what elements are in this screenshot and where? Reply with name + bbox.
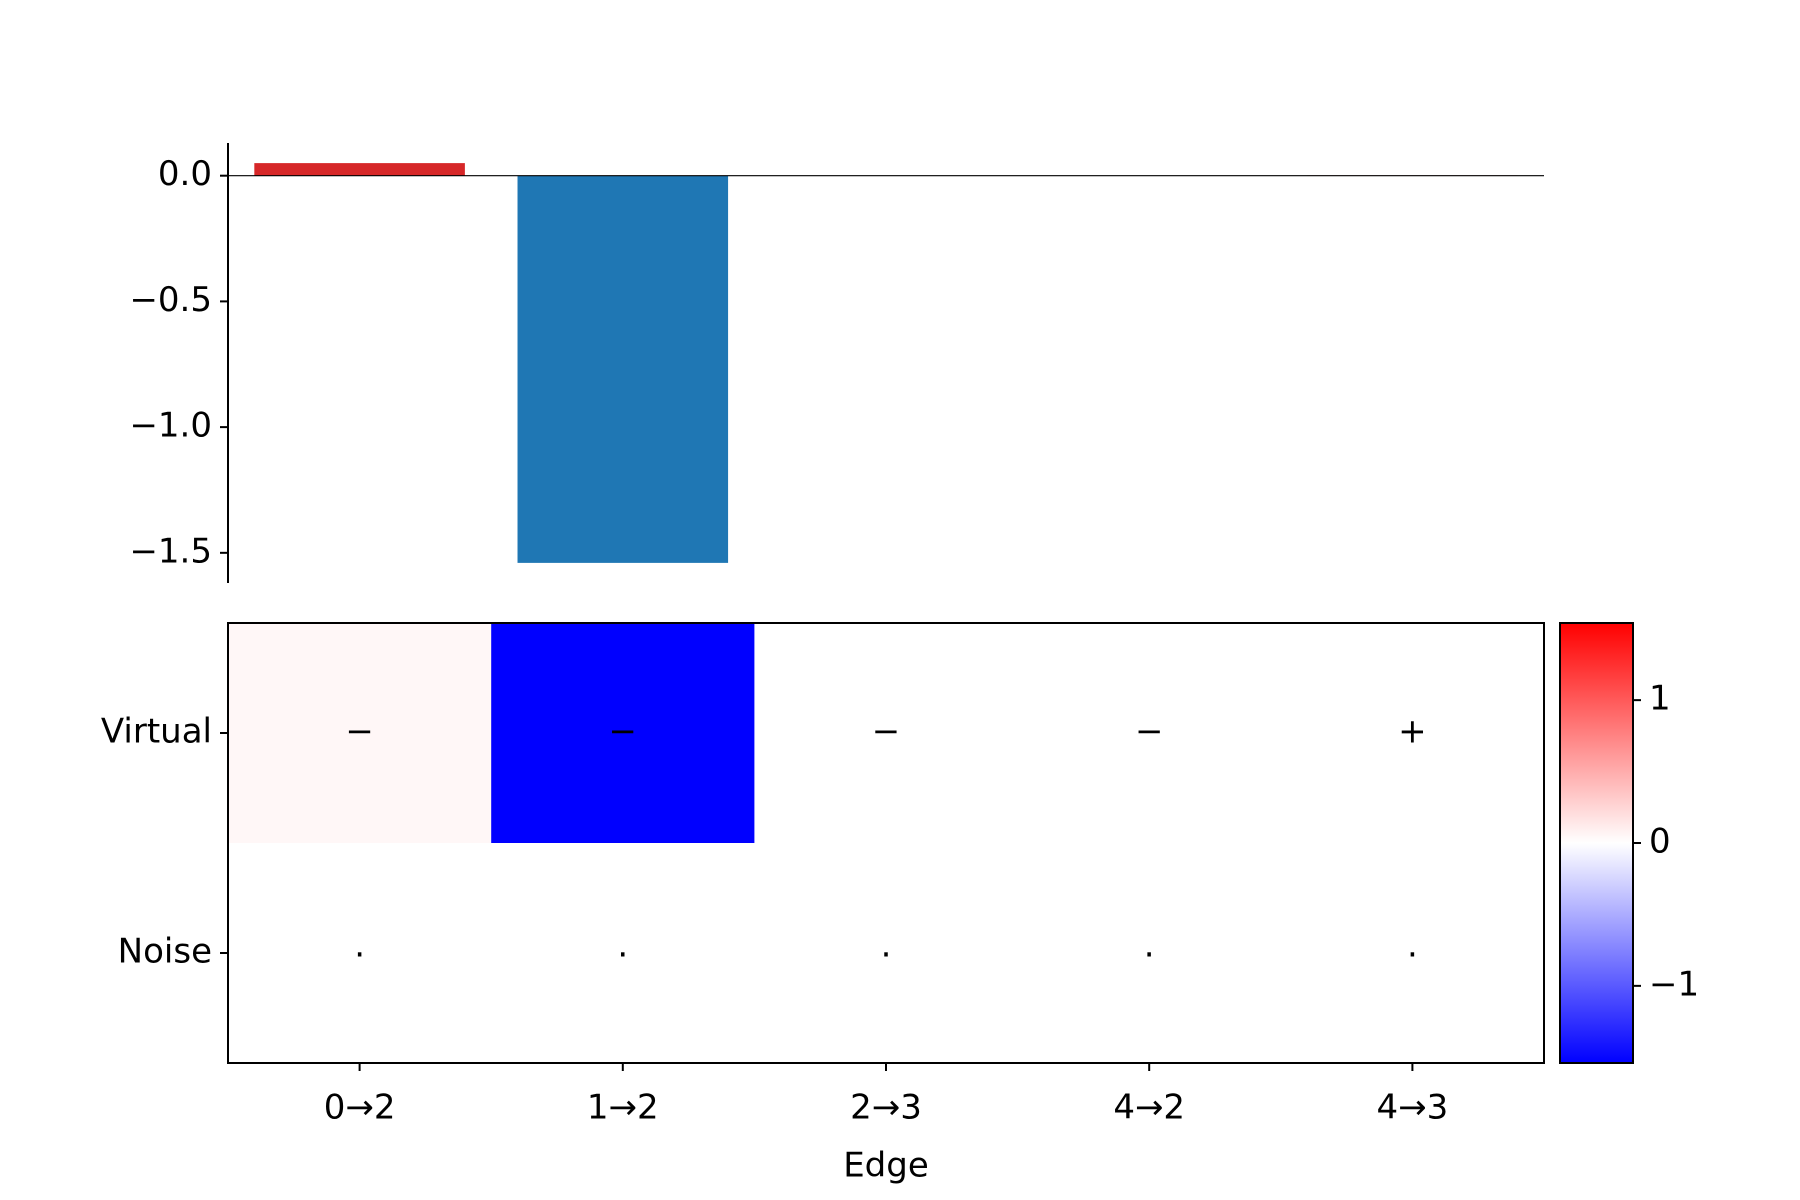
y-tick-label: −1.5 <box>129 531 212 571</box>
colorbar-tick-label: 1 <box>1649 679 1671 719</box>
y-tick-label: 0.0 <box>158 154 212 194</box>
cell-annotation: . <box>1407 926 1418 966</box>
cell-annotation: − <box>872 712 901 752</box>
x-axis-label: Edge <box>843 1146 929 1186</box>
cell-annotation: . <box>617 926 628 966</box>
heatmap-cell <box>1017 843 1282 1064</box>
cell-annotation: − <box>1135 712 1164 752</box>
x-tick-label: 2→3 <box>850 1088 922 1128</box>
y-tick-label: −0.5 <box>129 280 212 320</box>
heatmap-cell <box>1280 843 1545 1064</box>
colorbar-tick-label: 0 <box>1649 822 1671 862</box>
row-label: Virtual <box>101 712 212 752</box>
heatmap-cell <box>754 843 1019 1064</box>
bar <box>254 163 465 176</box>
x-tick-label: 1→2 <box>587 1088 659 1128</box>
cell-annotation: + <box>1398 712 1427 752</box>
cell-annotation: . <box>1144 926 1155 966</box>
x-tick-label: 0→2 <box>324 1088 396 1128</box>
row-label: Noise <box>118 932 212 972</box>
heatmap-cell <box>1280 623 1545 844</box>
cell-annotation: − <box>609 712 638 752</box>
colorbar-tick-label: −1 <box>1649 964 1699 1004</box>
colorbar <box>1559 622 1634 1064</box>
heatmap-cell <box>491 623 755 844</box>
heatmap-cell <box>491 843 755 1064</box>
y-tick-label: −1.0 <box>129 406 212 446</box>
cell-annotation: . <box>881 926 892 966</box>
cell-annotation: . <box>354 926 365 966</box>
heatmap-cell <box>1017 623 1282 844</box>
heatmap-cell <box>754 623 1019 844</box>
bar <box>517 175 729 563</box>
heatmap-cell <box>228 843 492 1064</box>
cell-annotation: − <box>345 712 374 752</box>
heatmap-cell <box>228 623 492 844</box>
x-tick-label: 4→2 <box>1113 1088 1185 1128</box>
x-tick-label: 4→3 <box>1377 1088 1449 1128</box>
